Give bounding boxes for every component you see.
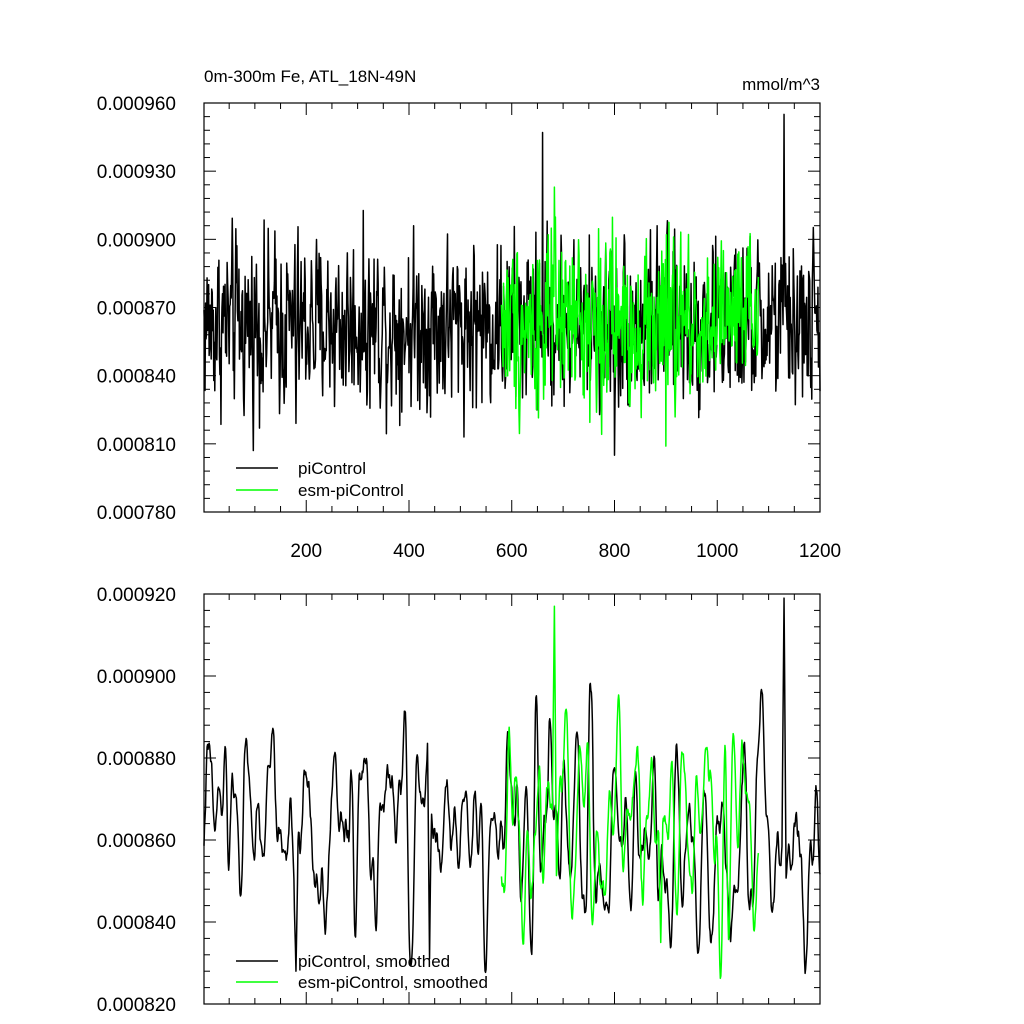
bottom-legend-label-esm-picontrol: esm-piControl, smoothed: [298, 973, 488, 992]
top-y-tick-label: 0.000870: [97, 299, 176, 320]
top-panel: 0m-300m Fe, ATL_18N-49N mmol/m^3 0.00078…: [97, 67, 841, 562]
top-x-tick-label: 1000: [696, 541, 738, 562]
top-x-tick-label: 800: [599, 541, 631, 562]
top-panel-units: mmol/m^3: [742, 75, 820, 94]
bottom-legend-label-picontrol: piControl, smoothed: [298, 952, 450, 971]
top-plot-frame: [203, 102, 821, 513]
bottom-plot-frame: [203, 593, 821, 1005]
bottom-y-tick-label: 0.000920: [97, 585, 176, 606]
bottom-series-layer: [203, 597, 821, 980]
top-legend: piControl esm-piControl: [236, 459, 404, 500]
bottom-tick-layer: 0.000820 0.000840 0.000860 0.000880 0.000900…: [97, 585, 821, 1016]
top-y-tick-label: 0.000780: [97, 503, 176, 524]
top-legend-label-picontrol: piControl: [298, 459, 366, 478]
top-series-line-esm-picontrol: [500, 186, 760, 447]
bottom-y-tick-label: 0.000880: [97, 749, 176, 770]
top-y-tick-label: 0.000960: [97, 94, 176, 115]
top-y-tick-label: 0.000840: [97, 367, 176, 388]
top-series-layer: [203, 113, 821, 456]
bottom-y-tick-label: 0.000900: [97, 667, 176, 688]
bottom-y-tick-label: 0.000820: [97, 995, 176, 1016]
top-y-tick-label: 0.000900: [97, 230, 176, 251]
top-panel-title: 0m-300m Fe, ATL_18N-49N: [204, 67, 416, 86]
bottom-legend: piControl, smoothed esm-piControl, smoot…: [236, 952, 488, 992]
top-x-tick-label: 600: [496, 541, 528, 562]
top-x-tick-label: 200: [290, 541, 322, 562]
top-y-tick-label: 0.000810: [97, 435, 176, 456]
top-legend-label-esm-picontrol: esm-piControl: [298, 481, 404, 500]
bottom-y-tick-label: 0.000860: [97, 831, 176, 852]
bottom-y-tick-label: 0.000840: [97, 913, 176, 934]
top-tick-layer: 0.000780 0.000810 0.000840 0.000870 0.000900…: [97, 94, 841, 562]
top-y-tick-label: 0.000930: [97, 162, 176, 183]
bottom-panel: 0.000820 0.000840 0.000860 0.000880 0.000900…: [97, 585, 821, 1016]
top-x-tick-label: 400: [393, 541, 425, 562]
top-x-tick-label: 1200: [799, 541, 841, 562]
bottom-series-line-esm-picontrol: [500, 605, 760, 980]
